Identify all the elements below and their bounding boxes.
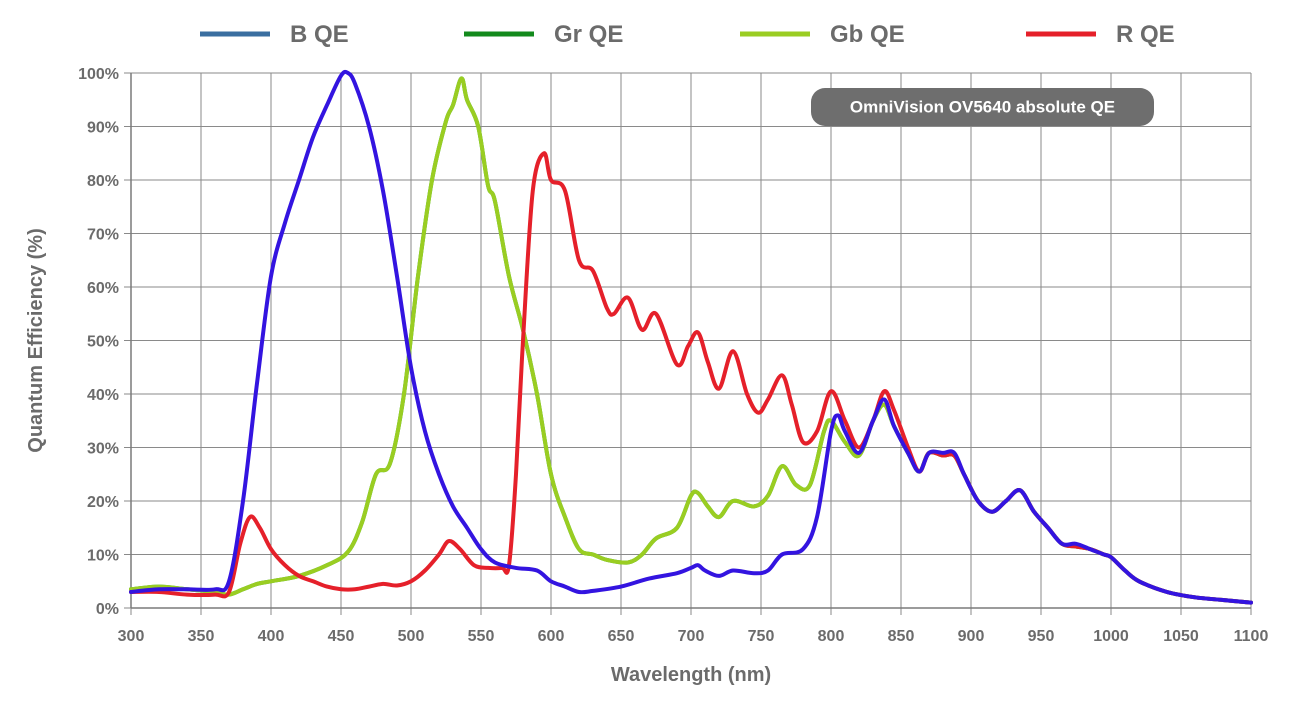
x-tick-label: 550 — [468, 628, 495, 645]
y-tick-label: 30% — [87, 441, 119, 458]
series-line-b-qe — [129, 69, 1253, 605]
legend-label-r-qe: R QE — [1116, 21, 1175, 48]
y-axis-label: Quantum Efficiency (%) — [25, 228, 47, 452]
legend-label-gr-qe: Gr QE — [554, 21, 623, 48]
x-tick-label: 900 — [958, 628, 985, 645]
x-tick-label: 650 — [608, 628, 635, 645]
y-tick-label: 90% — [87, 120, 119, 137]
x-tick-label: 750 — [748, 628, 775, 645]
y-tick-label: 100% — [78, 66, 119, 83]
x-tick-label: 500 — [398, 628, 425, 645]
tick-labels: 300 350 400 450 500 550 600 650 700 750 800 850 900 9… — [78, 66, 1268, 645]
y-tick-label: 60% — [87, 280, 119, 297]
x-axis-label: Wavelength (nm) — [611, 664, 771, 686]
y-tick-label: 40% — [87, 387, 119, 404]
x-tick-label: 1100 — [1234, 628, 1269, 645]
y-tick-label: 80% — [87, 173, 119, 190]
legend-label-b-qe: B QE — [290, 21, 349, 48]
x-tick-label: 400 — [258, 628, 285, 645]
annotation-background — [811, 88, 1154, 126]
x-tick-label: 300 — [118, 628, 145, 645]
annotation-badge: OmniVision OV5640 absolute QE — [811, 88, 1154, 126]
x-tick-label: 700 — [678, 628, 705, 645]
y-tick-label: 70% — [87, 227, 119, 244]
x-tick-label: 450 — [328, 628, 355, 645]
x-tick-label: 850 — [888, 628, 915, 645]
x-tick-label: 800 — [818, 628, 845, 645]
x-tick-label: 600 — [538, 628, 565, 645]
x-tick-label: 1050 — [1163, 628, 1199, 645]
y-tick-label: 50% — [87, 334, 119, 351]
y-tick-label: 10% — [87, 548, 119, 565]
y-tick-label: 0% — [96, 601, 119, 618]
y-tick-label: 20% — [87, 494, 119, 511]
annotation-text: OmniVision OV5640 absolute QE — [850, 98, 1115, 117]
x-tick-label: 950 — [1028, 628, 1055, 645]
x-tick-label: 350 — [188, 628, 215, 645]
legend-label-gb-qe: Gb QE — [830, 21, 905, 48]
series-layer — [129, 69, 1253, 605]
legend: B QE Gr QE Gb QE R QE — [200, 21, 1175, 48]
x-tick-label: 1000 — [1093, 628, 1129, 645]
